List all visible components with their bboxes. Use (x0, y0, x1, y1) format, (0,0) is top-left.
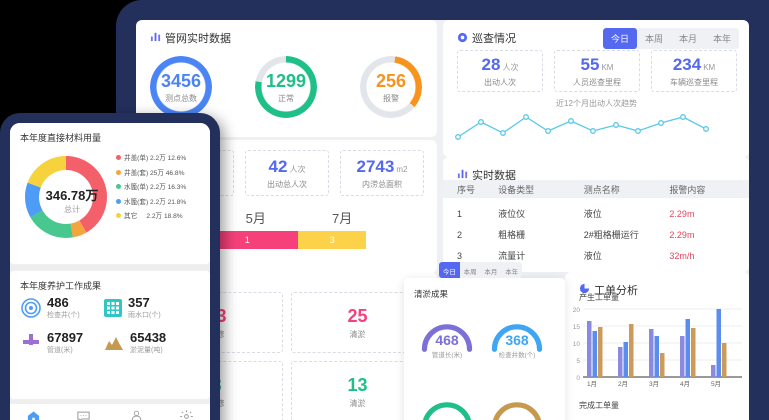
svg-text:15: 15 (573, 324, 581, 331)
svg-text:5月: 5月 (711, 380, 721, 388)
svg-text:20: 20 (573, 307, 581, 314)
svg-text:2月: 2月 (618, 380, 628, 388)
svg-text:3月: 3月 (649, 380, 659, 388)
svg-text:0: 0 (576, 375, 580, 382)
svg-text:5: 5 (576, 358, 580, 365)
svg-text:10: 10 (573, 341, 581, 348)
svg-text:1月: 1月 (587, 380, 597, 388)
svg-text:4月: 4月 (680, 380, 690, 388)
